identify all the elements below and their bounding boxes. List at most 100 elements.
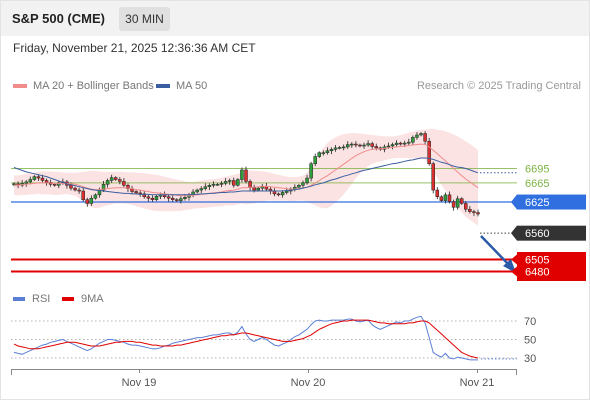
candle-body-up (419, 133, 423, 136)
candle-body-up (329, 149, 334, 152)
candle (118, 177, 122, 185)
legend-swatch-rsi-ma (62, 297, 74, 301)
candle-body-down (44, 180, 49, 183)
candle-body-down (40, 177, 45, 181)
candle-body-up (89, 197, 94, 204)
chart-datetime: Friday, November 21, 2025 12:36:36 AM CE… (13, 41, 256, 55)
candle (166, 194, 171, 202)
candle (329, 147, 334, 155)
candle-body-up (284, 190, 289, 193)
rsi-tick-50: 50 (524, 335, 536, 347)
candle (297, 183, 301, 189)
candle-body-down (52, 184, 57, 186)
candle-body-up (236, 179, 240, 186)
candle-body-down (134, 191, 138, 194)
legend-rsi-ma: 9MA (62, 293, 104, 305)
candle-body-down (435, 189, 440, 198)
candle (313, 153, 317, 167)
candle (366, 140, 370, 147)
candle (150, 195, 155, 203)
candle-body-up (366, 143, 370, 146)
candle-body-up (280, 192, 285, 196)
price-label-pointer-6560 (511, 225, 517, 241)
candle-body-down (166, 196, 171, 199)
research-credit: Research © 2025 Trading Central (416, 80, 581, 92)
candle-body-up (223, 181, 228, 184)
candle-body-down (150, 197, 155, 200)
candle (81, 187, 85, 202)
candle-body-up (305, 177, 309, 184)
candle-body-up (105, 180, 110, 185)
candle-body-down (73, 187, 77, 191)
candle (415, 132, 419, 140)
candle-body-up (317, 152, 322, 157)
candle-body-up (179, 198, 183, 201)
candle (443, 192, 448, 204)
candle-body-up (215, 184, 220, 186)
legend-label-ma20: MA 20 + Bollinger Bands (33, 80, 154, 92)
candle-body-down (122, 181, 126, 186)
candle (321, 150, 326, 156)
candle-body-down (476, 212, 480, 215)
timeframe-button[interactable]: 30 MIN (119, 7, 170, 31)
price-label-box-6625 (517, 194, 586, 210)
candle (170, 195, 175, 203)
candle-body-up (256, 187, 260, 191)
candle (77, 187, 81, 194)
candle-body-up (183, 196, 187, 199)
candle-body-down (358, 144, 362, 147)
candle-body-up (32, 176, 37, 180)
candle (36, 174, 41, 181)
candle (101, 180, 106, 192)
candle (464, 201, 468, 213)
candle (435, 187, 440, 200)
legend-label-rsi-ma: 9MA (81, 293, 104, 305)
candle-body-up (301, 182, 305, 186)
legend-swatch-ma50 (156, 84, 170, 88)
forecast-arrow-shaft (480, 235, 511, 267)
candle-body-down (81, 190, 85, 200)
legend-label-ma50: MA 50 (176, 80, 208, 92)
candle (73, 186, 77, 192)
candle (411, 135, 415, 146)
candle (236, 178, 240, 187)
price-label-6665: 6665 (525, 178, 549, 190)
candle-body-up (337, 147, 342, 149)
rsi-tick-70: 70 (524, 316, 536, 328)
candle-body-down (276, 193, 281, 196)
x-tick-label: Nov 20 (291, 377, 326, 389)
candle-body-up (362, 144, 366, 147)
candle-body-down (468, 208, 472, 212)
candle (44, 178, 49, 186)
candle (341, 144, 346, 151)
rsi-tick-30: 30 (524, 353, 536, 365)
candle (451, 199, 456, 211)
candle-body-down (126, 185, 130, 189)
candle-body-up (12, 183, 16, 186)
candle (423, 131, 427, 145)
candle (24, 179, 28, 187)
instrument-title: S&P 500 (CME) (12, 11, 105, 26)
candle (419, 132, 423, 137)
candle (305, 174, 309, 185)
price-label-6480: 6480 (525, 267, 549, 279)
candle-body-up (28, 179, 33, 183)
candle (32, 175, 37, 181)
candle-body-down (69, 185, 73, 189)
candle-body-down (170, 197, 175, 200)
candle-body-down (244, 169, 248, 182)
candle-body-down (114, 177, 118, 180)
candle-body-down (472, 211, 476, 213)
candle-body-up (195, 189, 199, 193)
candle-body-up (211, 184, 216, 186)
candle (350, 142, 354, 148)
legend-rsi: RSI (13, 293, 50, 305)
candle-body-down (431, 163, 435, 191)
candle-body-up (341, 146, 346, 149)
rsi-line (13, 315, 478, 361)
candle (105, 178, 110, 188)
candle (472, 209, 476, 216)
x-tick-label: Nov 19 (122, 377, 157, 389)
candle-body-down (36, 176, 41, 179)
